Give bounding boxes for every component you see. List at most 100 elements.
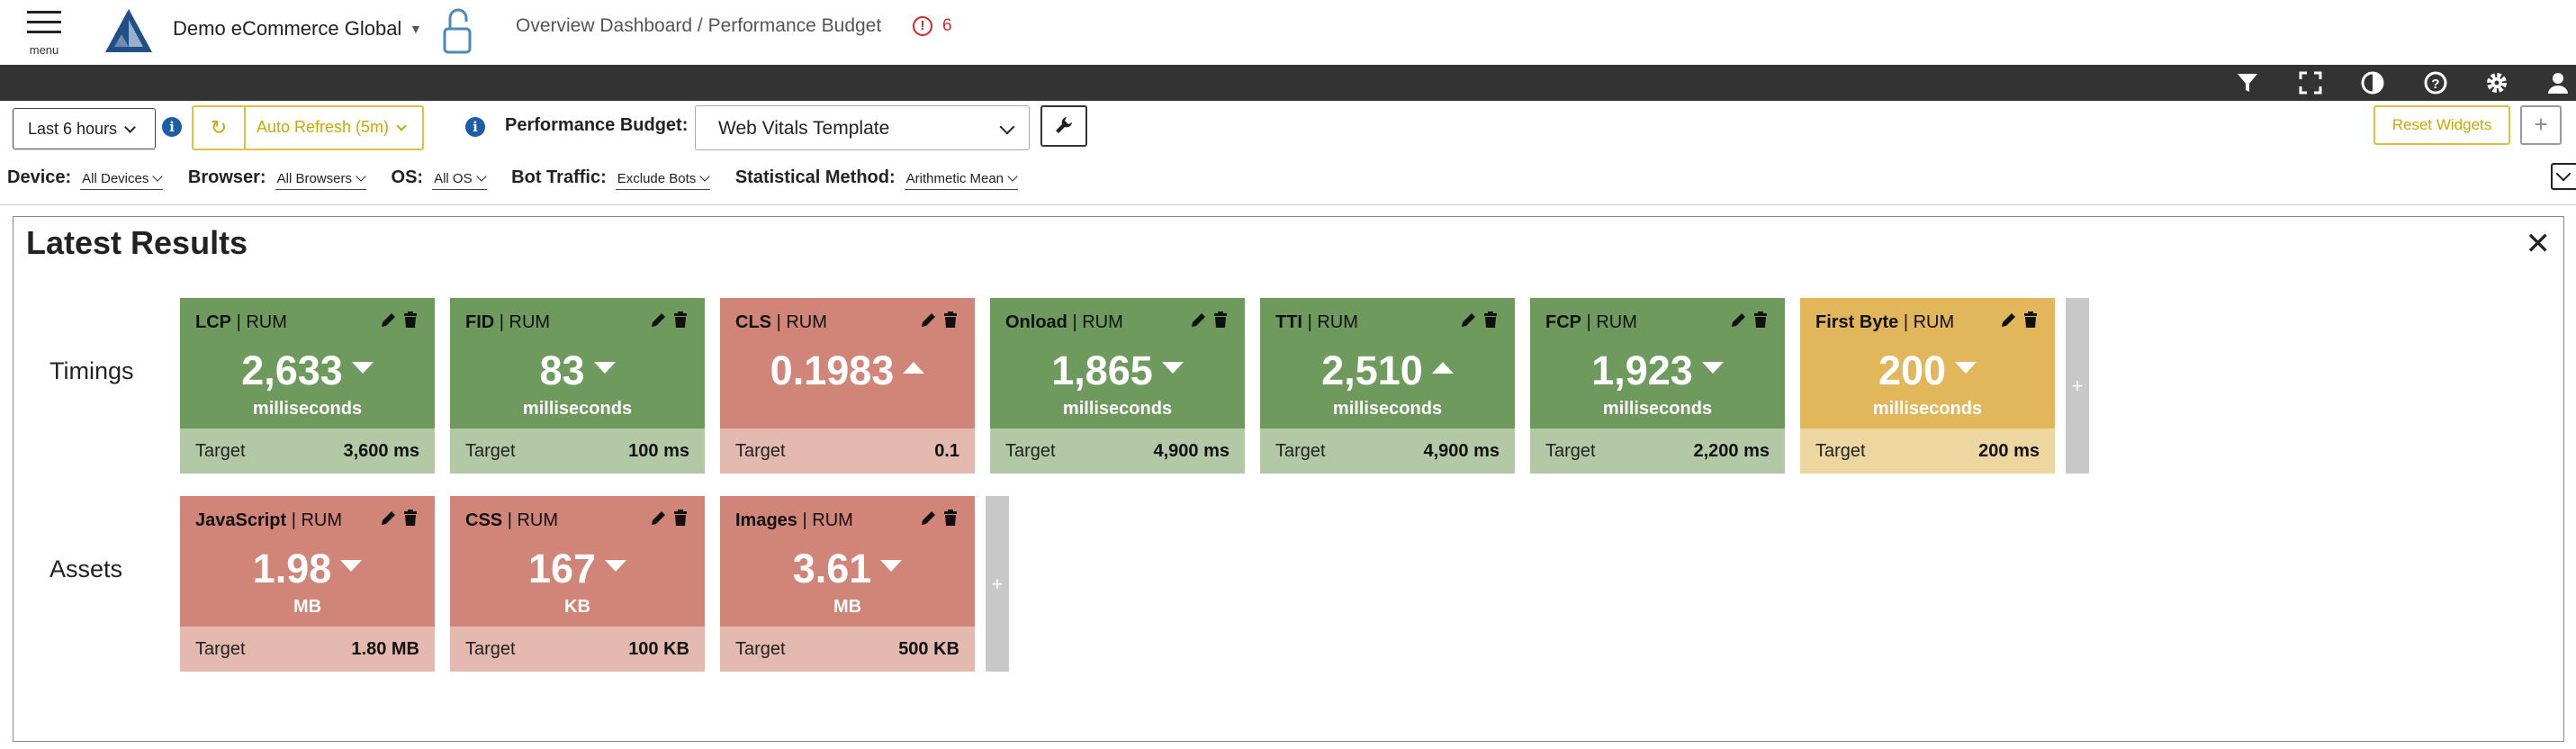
metric-name: First Byte <box>1815 312 1899 332</box>
metric-target-row: Target 3,600 ms <box>180 429 435 474</box>
metric-card[interactable]: Onload | RUM 1,865 milliseconds Target 4… <box>990 298 1245 474</box>
filter-label: Statistical Method: <box>734 167 896 187</box>
statistical-method-filter[interactable]: Arithmetic Mean <box>904 171 1019 190</box>
metric-source: | RUM <box>1072 312 1123 332</box>
alert-count[interactable]: 6 <box>942 16 952 35</box>
info-icon[interactable]: i <box>162 117 182 137</box>
trash-icon[interactable] <box>943 311 958 329</box>
row-label: Assets <box>50 555 123 582</box>
unlock-icon[interactable] <box>441 5 477 56</box>
add-metric-button[interactable]: + <box>986 496 1009 672</box>
metric-card[interactable]: LCP | RUM 2,633 milliseconds Target 3,60… <box>180 298 435 474</box>
trash-icon[interactable] <box>403 509 418 527</box>
metric-target-row: Target 4,900 ms <box>990 429 1245 474</box>
gear-icon[interactable] <box>2484 70 2509 95</box>
metric-header: TTI | RUM <box>1275 312 1358 333</box>
metric-card[interactable]: CSS | RUM 167 KB Target 100 KB <box>450 496 705 672</box>
trash-icon[interactable] <box>403 311 418 329</box>
trend-down-icon <box>880 560 903 572</box>
refresh-icon[interactable]: ↻ <box>194 107 246 149</box>
close-icon[interactable]: ✕ <box>2525 227 2552 261</box>
target-label: Target <box>465 639 516 659</box>
browser-filter[interactable]: All Browsers <box>275 171 366 190</box>
metric-target-row: Target 100 ms <box>450 429 705 474</box>
user-icon[interactable] <box>2545 70 2571 95</box>
metric-name: JavaScript <box>195 510 287 530</box>
metric-card[interactable]: CLS | RUM 0.1983 Target 0.1 <box>720 298 975 474</box>
trend-down-icon <box>593 362 616 374</box>
filter-icon[interactable] <box>2235 70 2260 95</box>
pencil-icon[interactable] <box>1460 311 1476 329</box>
metric-unit: KB <box>564 597 590 617</box>
trash-icon[interactable] <box>2023 311 2038 329</box>
metric-target-row: Target 0.1 <box>720 429 975 474</box>
wrench-button[interactable] <box>1040 105 1087 147</box>
add-widget-button[interactable]: + <box>2520 105 2562 145</box>
metric-card[interactable]: First Byte | RUM 200 milliseconds Target… <box>1800 298 2055 474</box>
metric-name: Onload <box>1005 312 1067 332</box>
metric-value: 167 <box>527 546 597 591</box>
trend-down-icon <box>351 362 374 374</box>
breadcrumb[interactable]: Overview Dashboard / Performance Budget <box>516 15 882 36</box>
metric-header: FCP | RUM <box>1545 312 1637 333</box>
os-filter[interactable]: All OS <box>432 171 487 190</box>
time-range-select[interactable]: Last 6 hours <box>13 108 156 149</box>
help-icon[interactable]: ? <box>2423 70 2448 95</box>
add-metric-button[interactable]: + <box>2066 298 2089 474</box>
latest-results-panel: Latest Results ✕ Timings LCP | RUM 2,633… <box>13 216 2564 742</box>
metric-value-row: 83 <box>450 347 705 394</box>
trash-icon[interactable] <box>1753 311 1768 329</box>
pencil-icon[interactable] <box>650 311 666 329</box>
pencil-icon[interactable] <box>920 311 936 329</box>
trend-down-icon <box>340 560 363 572</box>
app-name[interactable]: Demo eCommerce Global <box>173 17 402 40</box>
chevron-down-icon <box>152 171 164 182</box>
chevron-down-icon <box>396 121 407 131</box>
budget-select[interactable]: Web Vitals Template <box>695 105 1030 150</box>
filter-label: Bot Traffic: <box>511 167 607 187</box>
alert-icon[interactable]: ! <box>913 16 932 36</box>
metric-name: TTI <box>1275 312 1302 332</box>
app-logo-icon <box>105 9 152 52</box>
metric-header: Images | RUM <box>735 510 853 531</box>
menu-button[interactable]: menu <box>27 11 61 57</box>
metric-card[interactable]: FCP | RUM 1,923 milliseconds Target 2,20… <box>1530 298 1785 474</box>
pencil-icon[interactable] <box>1190 311 1206 329</box>
metric-unit: milliseconds <box>252 399 363 419</box>
metric-card-top: LCP | RUM 2,633 milliseconds <box>180 298 435 429</box>
metric-source: | RUM <box>1903 312 1955 332</box>
reset-widgets-button[interactable]: Reset Widgets <box>2373 105 2510 145</box>
metric-card[interactable]: JavaScript | RUM 1.98 MB Target 1.80 MB <box>180 496 435 672</box>
auto-refresh-select[interactable]: Auto Refresh (5m) <box>257 118 407 137</box>
device-filter[interactable]: All Devices <box>80 171 164 190</box>
trash-icon[interactable] <box>1483 311 1498 329</box>
info-icon[interactable]: i <box>465 117 485 137</box>
pencil-icon[interactable] <box>650 509 666 527</box>
metric-card[interactable]: TTI | RUM 2,510 milliseconds Target 4,90… <box>1260 298 1515 474</box>
target-label: Target <box>1275 441 1326 461</box>
metric-card[interactable]: Images | RUM 3.61 MB Target 500 KB <box>720 496 975 672</box>
pencil-icon[interactable] <box>920 509 936 527</box>
target-value: 200 ms <box>1978 441 2040 461</box>
chevron-down-icon[interactable]: ▼ <box>410 22 422 36</box>
trend-down-icon <box>1701 362 1724 374</box>
pencil-icon[interactable] <box>1730 311 1746 329</box>
trash-icon[interactable] <box>673 509 688 527</box>
metric-card[interactable]: FID | RUM 83 milliseconds Target 100 ms <box>450 298 705 474</box>
pencil-icon[interactable] <box>380 509 396 527</box>
target-label: Target <box>1815 441 1866 461</box>
pencil-icon[interactable] <box>2000 311 2016 329</box>
collapse-filters-button[interactable] <box>2551 163 2576 190</box>
pencil-icon[interactable] <box>380 311 396 329</box>
bot-traffic-filter[interactable]: Exclude Bots <box>615 171 711 190</box>
contrast-icon[interactable] <box>2360 70 2385 95</box>
metric-unit: milliseconds <box>1062 399 1173 419</box>
metric-value: 0.1983 <box>770 347 895 393</box>
trash-icon[interactable] <box>673 311 688 329</box>
chevron-down-icon <box>475 171 487 182</box>
filter-label: Device: <box>7 167 72 187</box>
metric-unit: milliseconds <box>522 399 633 419</box>
trash-icon[interactable] <box>943 509 958 527</box>
trash-icon[interactable] <box>1213 311 1228 329</box>
fullscreen-icon[interactable] <box>2298 70 2323 95</box>
